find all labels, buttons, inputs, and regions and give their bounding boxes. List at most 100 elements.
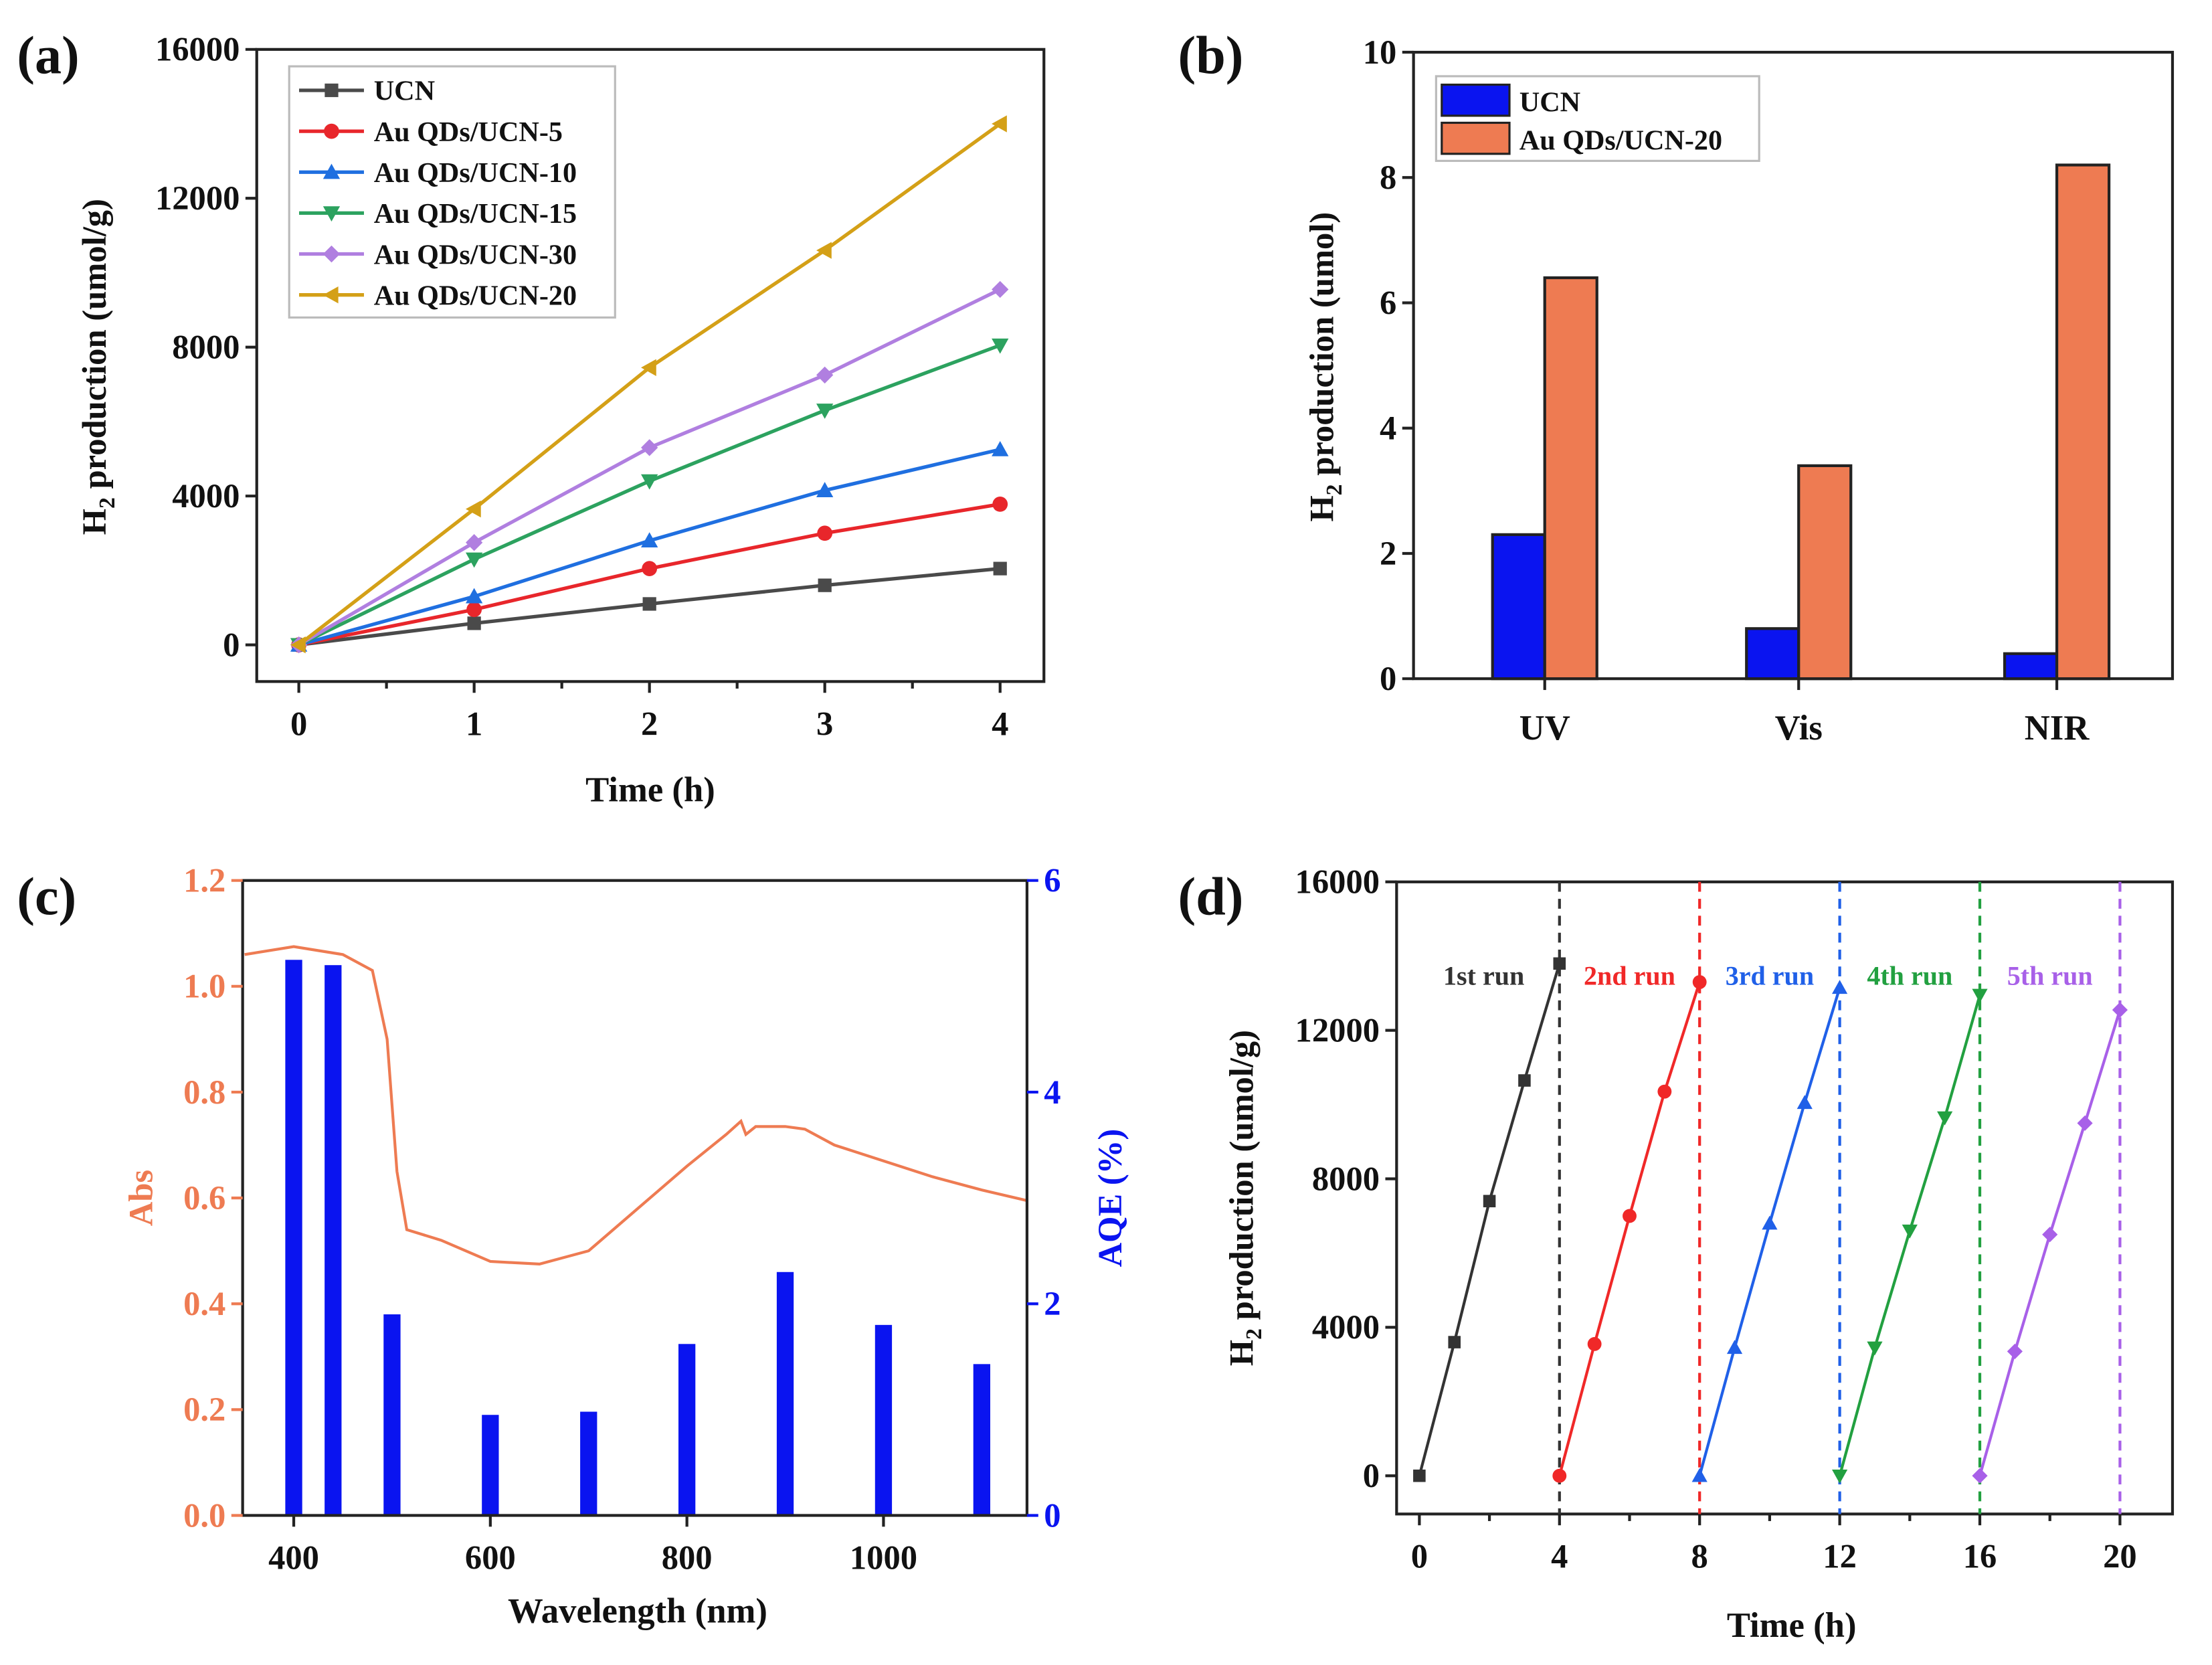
y-tick-label: 12000 [1295, 1012, 1380, 1049]
series-line [1698, 987, 1841, 1476]
legend-label: UCN [374, 76, 435, 107]
marker-triangle-up [1726, 1340, 1743, 1354]
series-2nd-run: 2nd run [1552, 881, 1707, 1514]
marker-square [818, 578, 832, 592]
panel-label: (d) [1178, 867, 1244, 926]
marker-triangle-up [1796, 1095, 1813, 1110]
x-tick-label: 8 [1691, 1537, 1708, 1575]
bar-au-qds-ucn-20 [1543, 276, 1598, 681]
legend-label: UCN [1519, 87, 1580, 118]
aqe-bar [874, 1324, 893, 1516]
marker-circle [992, 497, 1008, 512]
marker-triangle-up [992, 441, 1009, 456]
plot-frame [241, 879, 1029, 1517]
legend-label: Au QDs/UCN-20 [1519, 125, 1722, 157]
marker-triangle-up [322, 163, 341, 179]
marker-triangle-up [641, 532, 658, 548]
x-tick-label: 2 [641, 705, 658, 743]
y-axis-label: H2 production (umol/g) [76, 199, 120, 535]
y-tick-label: 8 [1380, 159, 1396, 196]
y-tick-label: 16000 [1295, 863, 1380, 901]
y-tick-label: 0 [1363, 1457, 1380, 1494]
x-axis-label: Time (h) [585, 771, 715, 810]
marker-square [1413, 1469, 1426, 1482]
y-tick-label: 0.0 [183, 1496, 225, 1534]
y-tick-label: 0.4 [183, 1285, 225, 1322]
y-tick-label: 4 [1380, 410, 1396, 447]
marker-triangle-down [1867, 1341, 1883, 1356]
marker-triangle-up [1691, 1468, 1708, 1482]
legend-swatch [1441, 83, 1511, 117]
marker-diamond [465, 534, 483, 551]
x-tick-label: 4 [1551, 1537, 1568, 1575]
bar-ucn [1491, 533, 1546, 681]
y-tick-label: 4000 [1312, 1308, 1380, 1346]
aqe-bar [678, 1344, 696, 1516]
y-axis-label: Abs [122, 1170, 160, 1226]
marker-square [642, 597, 656, 611]
marker-triangle-up [816, 482, 834, 497]
label-part: H [76, 509, 113, 535]
label-subscript: 2 [1322, 484, 1347, 495]
marker-triangle-left [465, 500, 481, 518]
x-tick-label: 600 [465, 1539, 516, 1577]
marker-triangle-up [1762, 1215, 1778, 1230]
y-tick-label: 2 [1044, 1285, 1061, 1322]
y-tick-label: 1.2 [183, 862, 225, 899]
y-tick-label: 8000 [172, 329, 240, 366]
aqe-bar [776, 1272, 794, 1516]
panel-label: (a) [17, 27, 79, 86]
series-5th-run: 5th run [1972, 881, 2128, 1514]
aqe-bar [580, 1411, 597, 1516]
x-tick-label: 400 [268, 1539, 319, 1577]
legend-label: Au QDs/UCN-15 [374, 198, 577, 230]
marker-triangle-down [816, 404, 834, 419]
marker-triangle-left [322, 286, 339, 304]
bar-ucn [1745, 627, 1801, 681]
x-tick-label: 16 [1963, 1537, 1997, 1575]
legend-label: Au QDs/UCN-20 [374, 280, 577, 311]
marker-diamond [992, 280, 1009, 298]
marker-triangle-down [641, 474, 658, 490]
label-part: production (umol/g) [1222, 1030, 1260, 1328]
x-tick-label: 1000 [850, 1539, 917, 1577]
marker-diamond [2007, 1343, 2023, 1360]
marker-square [993, 561, 1007, 576]
marker-triangle-down [992, 338, 1009, 354]
y-tick-label: 0.6 [183, 1179, 225, 1217]
legend-label: Au QDs/UCN-30 [374, 239, 577, 270]
y-tick-label: 0 [1044, 1496, 1061, 1534]
marker-circle [1657, 1084, 1672, 1099]
marker-circle [817, 525, 833, 541]
legend: UCN Au QDs/UCN-5 Au QDs/UCN-10 Au QDs/UCN-1… [288, 65, 616, 319]
series-line [1558, 981, 1701, 1476]
marker-diamond [1972, 1468, 1988, 1484]
marker-square [1448, 1336, 1461, 1348]
panel-label: (b) [1178, 27, 1244, 86]
x-tick-label: UV [1519, 709, 1570, 748]
bar-au-qds-ucn-20 [1797, 464, 1853, 681]
y-tick-label: 6 [1044, 862, 1061, 899]
series-3rd-run: 3rd run [1691, 881, 1848, 1514]
x-tick-label: 0 [1411, 1537, 1428, 1575]
label-part: H [1222, 1340, 1260, 1366]
y-tick-label: 0.2 [183, 1391, 225, 1428]
marker-triangle-down [1937, 1111, 1953, 1126]
marker-triangle-left [816, 242, 832, 259]
x-tick-label: 800 [662, 1539, 713, 1577]
marker-triangle-up [1832, 980, 1848, 994]
marker-diamond [2112, 1002, 2128, 1018]
legend-swatch [1441, 121, 1511, 155]
x-tick-label: 1 [466, 705, 482, 743]
bar-au-qds-ucn-20 [2055, 163, 2111, 681]
marker-diamond [2042, 1227, 2058, 1243]
marker-circle [1692, 975, 1707, 989]
series-4th-run: 4th run [1832, 881, 1988, 1514]
series-line [1418, 963, 1561, 1476]
label-part: production (umol/g) [76, 199, 113, 497]
x-tick-label: Vis [1775, 709, 1823, 748]
marker-circle [1587, 1336, 1602, 1351]
run-label: 1st run [1443, 961, 1524, 991]
